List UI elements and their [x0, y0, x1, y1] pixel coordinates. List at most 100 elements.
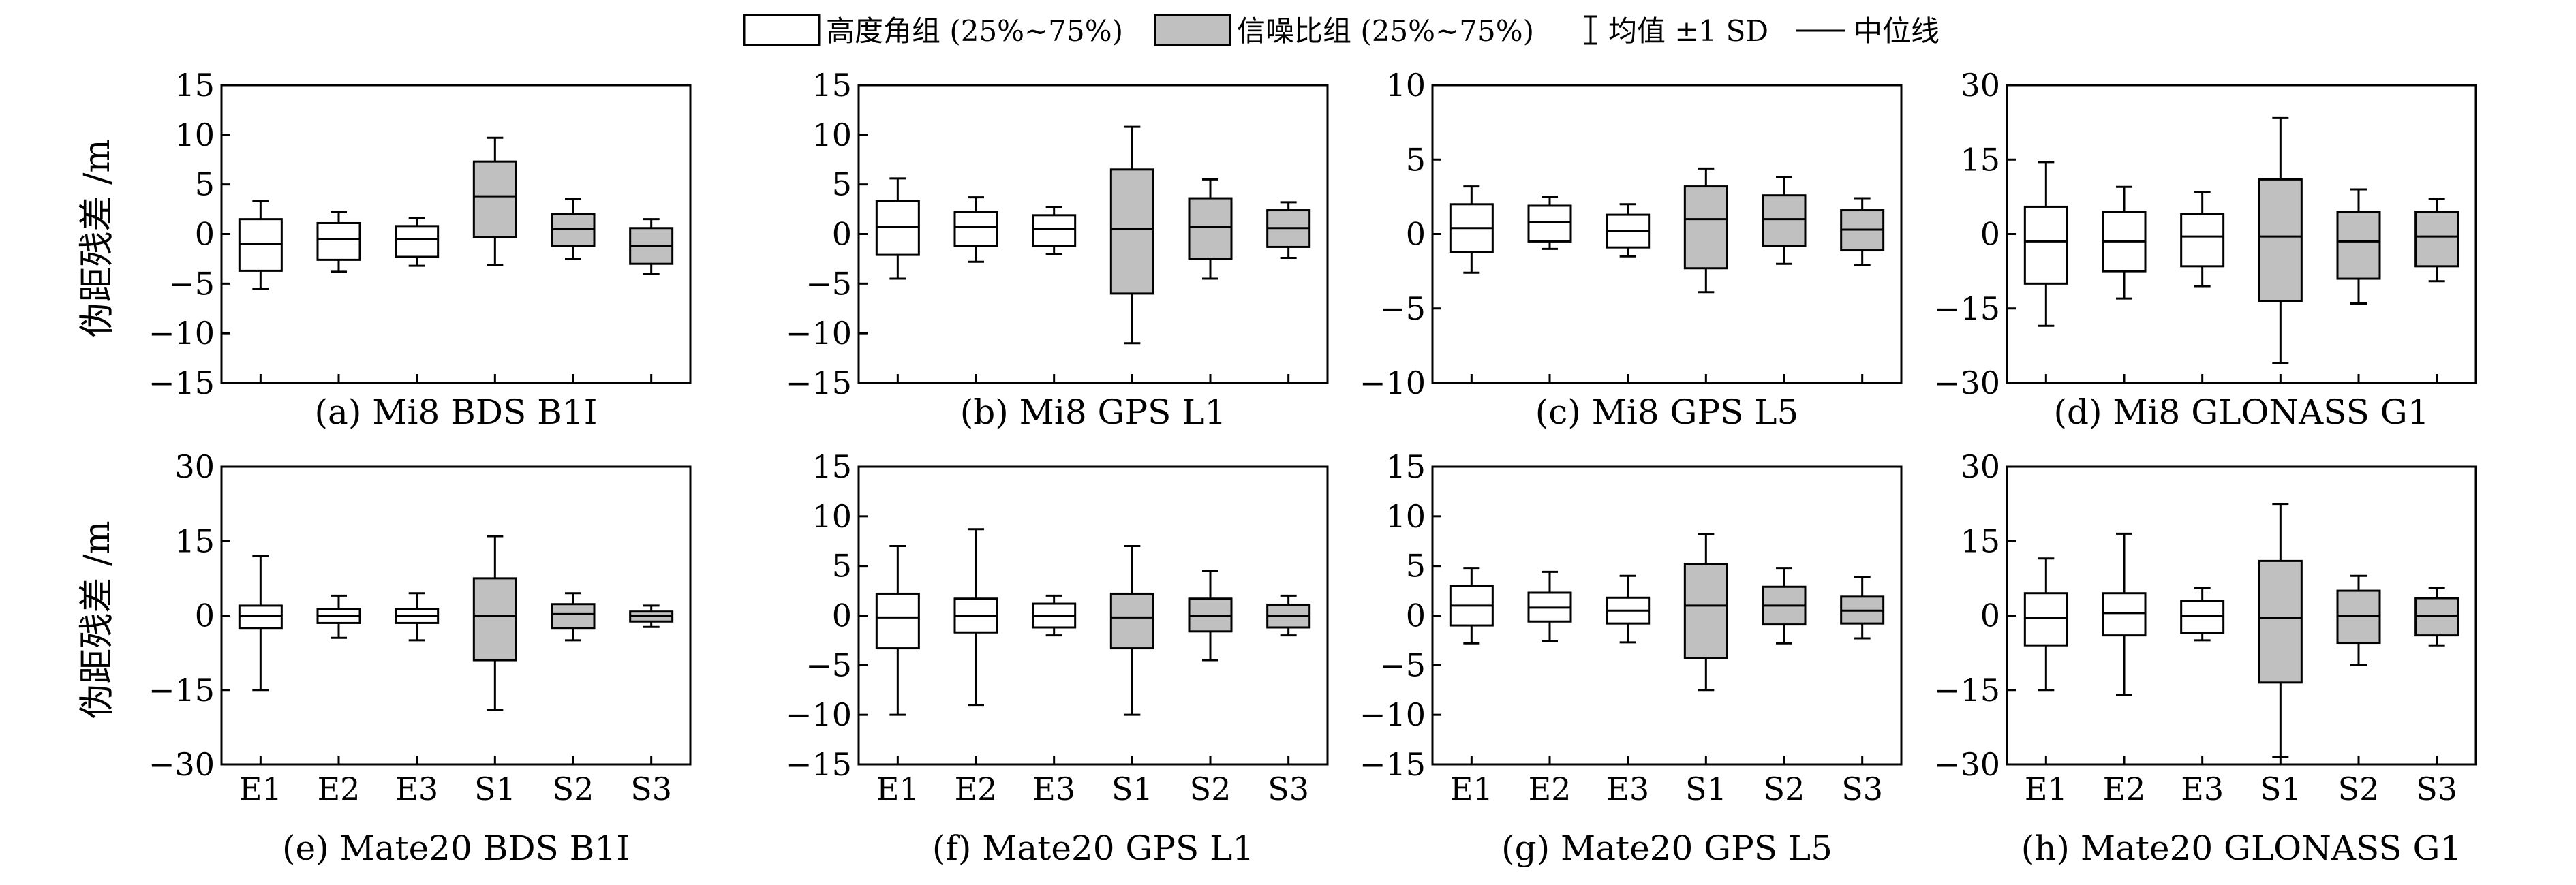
- x-tick-label-S3: S3: [1268, 771, 1309, 807]
- x-tick-label-E1: E1: [876, 771, 919, 807]
- box-S1: [1109, 592, 1154, 650]
- y-tick-label: 5: [832, 548, 852, 585]
- y-tick-label: 10: [174, 117, 215, 153]
- y-tick-label: 10: [812, 498, 852, 535]
- box-S1: [472, 577, 517, 662]
- y-tick-label: −10: [786, 315, 852, 352]
- panel-c: −10 −5 0 5 10 (c) Mi8 GPS L5: [1360, 67, 1903, 432]
- box-E3: [2180, 600, 2225, 634]
- y-tick-label: −5: [168, 265, 215, 302]
- y-tick-label: 30: [174, 448, 215, 485]
- y-tick-label: 5: [1406, 548, 1426, 585]
- x-tick-label-E2: E2: [955, 771, 998, 807]
- y-tick-label: −15: [1360, 746, 1426, 783]
- y-tick-label: 15: [174, 67, 215, 104]
- box-E2: [316, 221, 361, 261]
- plot-frame: [2006, 465, 2477, 766]
- panel-g: −15 −10 −5 0 5 10 15 E1 E2 E3 S1 S2 S3(g) Mate20 GPS…: [1360, 448, 1903, 868]
- panel-caption: (c) Mi8 GPS L5: [1535, 392, 1799, 432]
- y-tick-label: 15: [1960, 523, 2000, 559]
- legend: 高度角组 (25%~75%) 信噪比组 (25%~75%) 均值 ±1 SD 中…: [743, 14, 1939, 48]
- y-tick-label: −30: [1934, 364, 2000, 401]
- box-E3: [1032, 214, 1077, 247]
- box-E1: [2023, 592, 2068, 647]
- y-tick-label: 10: [1385, 498, 1426, 535]
- plot-frame: [220, 84, 692, 384]
- y-tick-label: −15: [149, 364, 215, 401]
- x-tick-label-E2: E2: [1529, 771, 1571, 807]
- x-tick-label-E3: E3: [1032, 771, 1075, 807]
- y-tick-label: 10: [1385, 67, 1426, 104]
- box-S3: [2414, 597, 2459, 637]
- legend-median-label: 中位线: [1854, 14, 1939, 48]
- y-tick-label: −15: [149, 672, 215, 709]
- y-tick-label: 0: [195, 216, 215, 253]
- plot-frame: [857, 465, 1329, 766]
- panel-caption: (h) Mate20 GLONASS G1: [2021, 828, 2462, 868]
- x-tick-label-E1: E1: [1450, 771, 1493, 807]
- x-tick-label-S3: S3: [630, 771, 672, 807]
- y-tick-label: 0: [832, 216, 852, 253]
- plot-frame: [1431, 465, 1903, 766]
- y-tick-label: −5: [1379, 290, 1426, 327]
- x-tick-label-S2: S2: [1190, 771, 1231, 807]
- x-tick-label-S2: S2: [2338, 771, 2380, 807]
- box-E3: [395, 225, 440, 258]
- y-tick-label: 15: [1385, 448, 1426, 485]
- y-tick-label: −10: [149, 315, 215, 352]
- y-tick-label: 0: [1980, 597, 2000, 634]
- x-tick-label-S1: S1: [474, 771, 516, 807]
- plot-frame: [1431, 84, 1903, 384]
- panel-caption: (g) Mate20 GPS L5: [1501, 828, 1833, 868]
- box-E1: [238, 604, 283, 630]
- plot-frame: [857, 84, 1329, 384]
- y-tick-label: −30: [149, 746, 215, 783]
- box-S1: [2258, 178, 2303, 302]
- panel-b: −15 −10 −5 0 5 10 15 (b) Mi8 GPS L1: [786, 67, 1329, 432]
- y-tick-label: 0: [832, 597, 852, 634]
- panel-caption: (b) Mi8 GPS L1: [960, 392, 1227, 432]
- box-S1: [2258, 559, 2303, 684]
- y-tick-label: 0: [1980, 216, 2000, 253]
- panel-h: −30 −15 0 15 30 E1 E2 E3 S1 S2 S3 (h) Mate20 GLONAS…: [1934, 448, 2477, 868]
- legend-snr-label: 信噪比组 (25%~75%): [1237, 14, 1534, 48]
- y-tick-label: 15: [812, 448, 852, 485]
- y-tick-label: 5: [195, 166, 215, 203]
- x-tick-label-S3: S3: [2416, 771, 2457, 807]
- y-axis-label-bottom: 伪距残差 /m: [77, 521, 118, 719]
- box-S2: [1762, 194, 1807, 247]
- x-tick-label-S1: S1: [1685, 771, 1727, 807]
- box-S1: [1683, 563, 1728, 659]
- box-S1: [472, 160, 517, 238]
- legend-mean-sd-label: 均值 ±1 SD: [1608, 14, 1768, 48]
- panel-d: −30 −15 0 15 30 (d) Mi8 GLONASS G1: [1934, 67, 2477, 432]
- legend-snr-swatch: [1154, 14, 1231, 46]
- box-S2: [1188, 197, 1233, 260]
- y-axis-label-top: 伪距残差 /m: [77, 139, 118, 337]
- x-tick-label-E2: E2: [2103, 771, 2146, 807]
- x-tick-label-S3: S3: [1841, 771, 1883, 807]
- panel-f: −15 −10 −5 0 5 10 15 E1 E2 E3 S1 S2 S3 (f) Mate20 GPS…: [786, 448, 1329, 868]
- y-tick-label: −15: [1934, 672, 2000, 709]
- plot-frame: [220, 465, 692, 766]
- x-tick-label-S1: S1: [2260, 771, 2301, 807]
- x-tick-label-E3: E3: [395, 771, 438, 807]
- box-E3: [2180, 213, 2225, 268]
- legend-elevation-label: 高度角组 (25%~75%): [826, 14, 1123, 48]
- y-tick-label: 15: [812, 67, 852, 104]
- legend-elevation-swatch: [743, 14, 821, 46]
- box-S2: [2336, 211, 2381, 280]
- y-tick-label: −10: [1360, 696, 1426, 733]
- box-S2: [551, 603, 596, 630]
- box-E2: [1527, 204, 1572, 243]
- x-tick-label-S2: S2: [553, 771, 594, 807]
- panel-caption: (d) Mi8 GLONASS G1: [2053, 392, 2429, 432]
- y-tick-label: 15: [1960, 141, 2000, 178]
- y-tick-label: 30: [1960, 67, 2000, 104]
- y-tick-label: 0: [1406, 216, 1426, 253]
- y-tick-label: 10: [812, 117, 852, 153]
- panel-a: −15 −10 −5 0 5 10 15 (a) Mi8 BDS B1I: [149, 67, 692, 432]
- x-tick-label-E2: E2: [318, 771, 361, 807]
- x-tick-label-S2: S2: [1764, 771, 1805, 807]
- y-tick-label: −10: [1360, 364, 1426, 401]
